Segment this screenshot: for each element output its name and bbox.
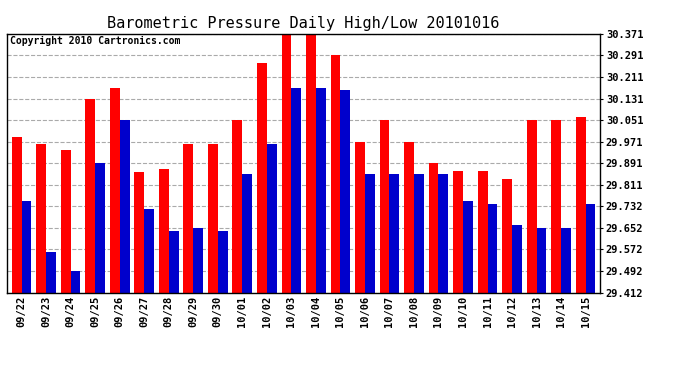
Bar: [561, 228, 571, 292]
Bar: [184, 144, 193, 292]
Bar: [193, 228, 203, 292]
Bar: [282, 34, 291, 292]
Bar: [233, 120, 242, 292]
Bar: [526, 120, 537, 292]
Bar: [316, 88, 326, 292]
Bar: [95, 163, 105, 292]
Bar: [488, 204, 497, 292]
Bar: [453, 171, 463, 292]
Bar: [463, 201, 473, 292]
Bar: [86, 99, 95, 292]
Bar: [12, 136, 21, 292]
Bar: [404, 142, 414, 292]
Bar: [135, 172, 144, 292]
Bar: [477, 171, 488, 292]
Bar: [208, 144, 218, 292]
Bar: [37, 144, 46, 292]
Bar: [61, 150, 70, 292]
Bar: [159, 169, 169, 292]
Bar: [291, 88, 301, 292]
Bar: [306, 34, 316, 292]
Bar: [380, 120, 389, 292]
Bar: [21, 201, 32, 292]
Bar: [110, 88, 119, 292]
Bar: [242, 174, 252, 292]
Bar: [551, 120, 561, 292]
Bar: [70, 271, 81, 292]
Bar: [331, 56, 340, 292]
Bar: [46, 252, 56, 292]
Bar: [218, 231, 228, 292]
Title: Barometric Pressure Daily High/Low 20101016: Barometric Pressure Daily High/Low 20101…: [108, 16, 500, 31]
Bar: [144, 209, 154, 292]
Bar: [502, 180, 512, 292]
Bar: [169, 231, 179, 292]
Bar: [365, 174, 375, 292]
Bar: [389, 174, 400, 292]
Bar: [414, 174, 424, 292]
Bar: [537, 228, 546, 292]
Bar: [257, 63, 267, 292]
Bar: [119, 120, 130, 292]
Text: Copyright 2010 Cartronics.com: Copyright 2010 Cartronics.com: [10, 36, 180, 46]
Bar: [512, 225, 522, 292]
Bar: [438, 174, 449, 292]
Bar: [575, 117, 586, 292]
Bar: [355, 142, 365, 292]
Bar: [586, 204, 595, 292]
Bar: [340, 90, 351, 292]
Bar: [428, 163, 438, 292]
Bar: [267, 144, 277, 292]
